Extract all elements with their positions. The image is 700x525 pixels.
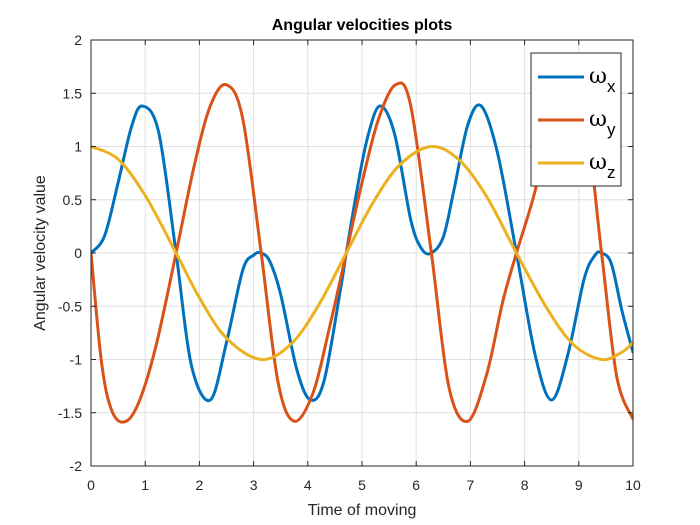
x-tick-label: 3 xyxy=(250,477,258,493)
legend-label-x: ωx xyxy=(589,64,616,96)
legend-label-y: ωy xyxy=(589,107,616,139)
x-tick-label: 2 xyxy=(196,477,204,493)
legend-label-z: ωz xyxy=(589,150,615,182)
x-tick-label: 5 xyxy=(358,477,366,493)
y-axis-label: Angular velocity value xyxy=(32,175,49,331)
x-tick-label: 1 xyxy=(141,477,149,493)
y-tick-labels: -2 -1.5 -1 -0.5 0 0.5 1 1.5 2 xyxy=(58,32,82,474)
legend-subscript: y xyxy=(607,120,616,139)
chart-title: Angular velocities plots xyxy=(272,17,453,34)
x-tick-labels: 0 1 2 3 4 5 6 7 8 9 10 xyxy=(87,477,641,493)
y-tick-label: 1.5 xyxy=(63,85,83,101)
legend-symbol: ω xyxy=(589,64,607,89)
y-tick-label: 0 xyxy=(74,245,82,261)
x-tick-label: 8 xyxy=(521,477,529,493)
y-tick-label: 0.5 xyxy=(63,192,83,208)
legend-symbol: ω xyxy=(589,107,607,132)
x-tick-label: 7 xyxy=(467,477,475,493)
y-tick-label: -2 xyxy=(70,458,83,474)
tick-marks xyxy=(90,39,634,467)
legend-subscript: z xyxy=(607,163,616,182)
series-line-x xyxy=(91,103,633,403)
y-tick-label: 1 xyxy=(74,139,82,155)
x-tick-label: 4 xyxy=(304,477,312,493)
x-tick-label: 6 xyxy=(412,477,420,493)
y-tick-label: -0.5 xyxy=(58,298,82,314)
x-tick-label: 10 xyxy=(625,477,641,493)
series-line-z xyxy=(91,144,633,362)
legend-symbol: ω xyxy=(589,150,607,175)
legend-subscript: x xyxy=(607,77,616,96)
x-tick-label: 0 xyxy=(87,477,95,493)
y-tick-label: 2 xyxy=(74,32,82,48)
x-axis-label: Time of moving xyxy=(308,502,417,519)
y-tick-label: -1.5 xyxy=(58,405,82,421)
y-tick-label: -1 xyxy=(70,352,83,368)
x-tick-label: 9 xyxy=(575,477,583,493)
